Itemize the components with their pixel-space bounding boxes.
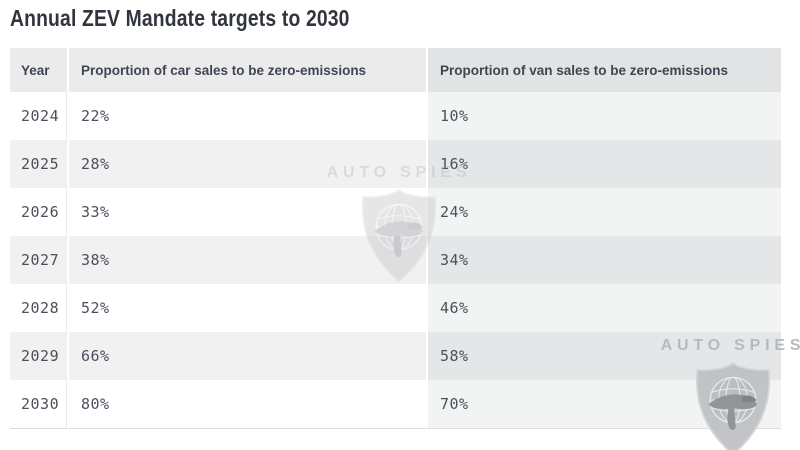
van-target-cell: 46% (426, 284, 781, 332)
year-cell: 2024 (10, 92, 67, 140)
table-row: 2024 22% 10% (10, 92, 781, 140)
car-target-cell: 38% (67, 236, 426, 284)
year-cell: 2028 (10, 284, 67, 332)
van-target-cell: 16% (426, 140, 781, 188)
van-target-cell: 70% (426, 380, 781, 429)
page-title: Annual ZEV Mandate targets to 2030 (10, 5, 350, 31)
year-cell: 2027 (10, 236, 67, 284)
column-header-year: Year (10, 48, 67, 92)
table-row: 2029 66% 58% (10, 332, 781, 380)
year-cell: 2026 (10, 188, 67, 236)
table-row: 2028 52% 46% (10, 284, 781, 332)
car-target-cell: 33% (67, 188, 426, 236)
table-row: 2025 28% 16% (10, 140, 781, 188)
year-cell: 2030 (10, 380, 67, 429)
van-target-cell: 10% (426, 92, 781, 140)
header-row: Year Proportion of car sales to be zero-… (10, 48, 781, 92)
zev-targets-table: Year Proportion of car sales to be zero-… (10, 48, 781, 429)
table-row: 2030 80% 70% (10, 380, 781, 429)
year-cell: 2029 (10, 332, 67, 380)
van-target-cell: 58% (426, 332, 781, 380)
table-row: 2027 38% 34% (10, 236, 781, 284)
car-target-cell: 52% (67, 284, 426, 332)
car-target-cell: 22% (67, 92, 426, 140)
car-target-cell: 66% (67, 332, 426, 380)
van-target-cell: 24% (426, 188, 781, 236)
van-target-cell: 34% (426, 236, 781, 284)
column-header-van-sales: Proportion of van sales to be zero-emiss… (426, 48, 781, 92)
column-header-car-sales: Proportion of car sales to be zero-emiss… (67, 48, 426, 92)
table-row: 2026 33% 24% (10, 188, 781, 236)
car-target-cell: 80% (67, 380, 426, 429)
car-target-cell: 28% (67, 140, 426, 188)
year-cell: 2025 (10, 140, 67, 188)
